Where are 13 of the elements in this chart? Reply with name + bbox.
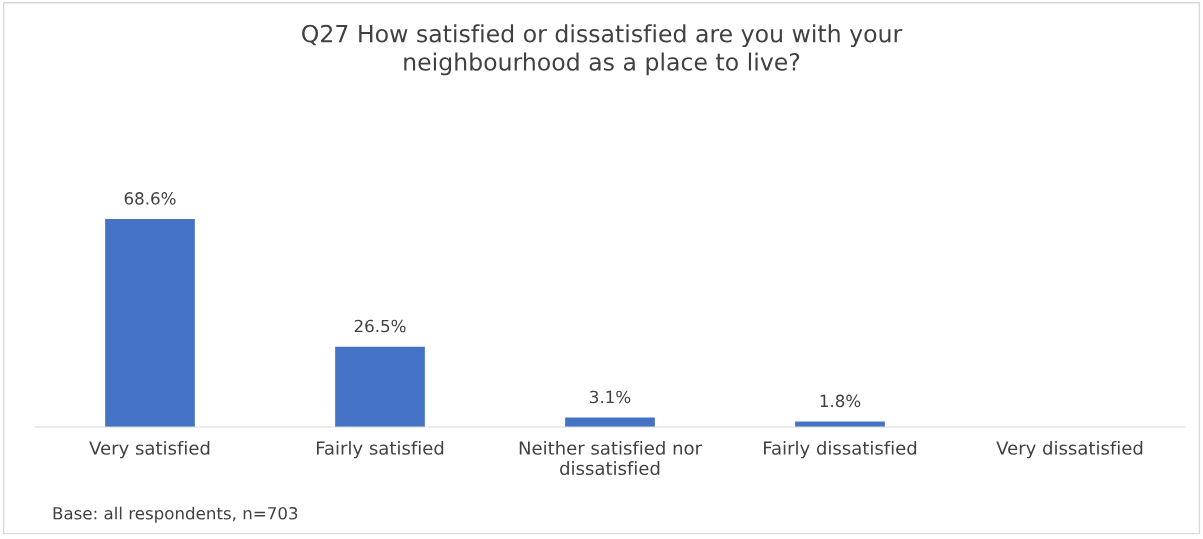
x-tick-label: Very satisfied (89, 440, 210, 459)
x-tick-label: Very dissatisfied (996, 440, 1143, 459)
chart-title: Q27 How satisfied or dissatisfied are you with your neighbourhood as a place to live? (302, 24, 903, 76)
x-tick-label: Neither satisfied nor dissatisfied (519, 440, 702, 476)
text: Base: all respondents, n=703 (53, 506, 298, 523)
data-label: 3.1% (590, 390, 631, 404)
x-tick-label: Fairly dissatisfied (764, 440, 917, 459)
bar (105, 219, 195, 427)
x-tick-label: Fairly satisfied (316, 440, 444, 459)
data-label: 68.6% (124, 192, 176, 205)
data-label: 1.8% (820, 394, 861, 408)
data-label: 26.5% (354, 319, 406, 333)
bar (335, 346, 425, 427)
